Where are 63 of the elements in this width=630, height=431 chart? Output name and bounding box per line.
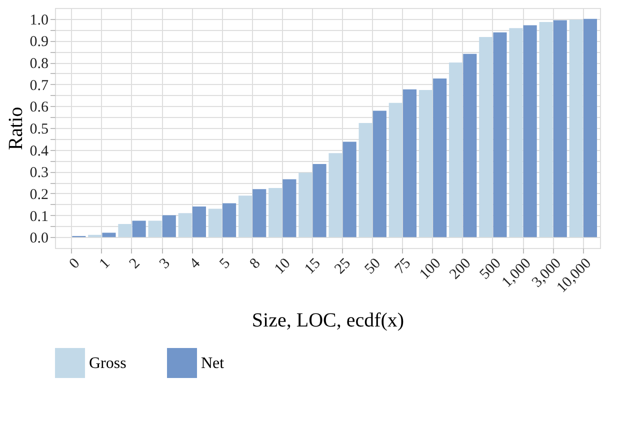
x-tick-label: 5: [216, 256, 234, 272]
bar: [418, 90, 432, 238]
bar: [312, 164, 326, 238]
bar: [433, 78, 447, 238]
x-tick-label: 15: [302, 256, 324, 278]
y-tick-label: 0.8: [30, 56, 48, 72]
bar: [493, 32, 507, 238]
x-axis-title: Size, LOC, ecdf(x): [252, 309, 404, 332]
bar: [298, 172, 312, 238]
legend-label: Gross: [89, 355, 126, 372]
bar: [509, 28, 523, 238]
bar: [463, 54, 477, 238]
bar: [282, 179, 296, 238]
bar: [148, 220, 162, 238]
x-tick-label: 0: [66, 256, 84, 272]
bar: [523, 25, 537, 238]
bar: [328, 153, 342, 238]
x-tick-label: 10: [272, 256, 294, 278]
bar: [553, 20, 567, 238]
bar: [88, 234, 102, 238]
bar: [402, 89, 417, 238]
bar: [583, 18, 597, 238]
bar: [539, 22, 553, 238]
x-tick-label: 1: [96, 256, 114, 272]
y-tick-label: 0.4: [30, 143, 49, 160]
legend-label: Net: [201, 355, 225, 372]
y-tick-label: 0.3: [30, 165, 48, 182]
bar: [132, 220, 146, 238]
bar: [178, 213, 192, 238]
x-tick-label: 100: [416, 256, 444, 283]
y-tick-label: 0.0: [30, 230, 48, 247]
bar: [102, 232, 116, 238]
x-tick-label: 25: [332, 256, 354, 278]
bar: [388, 102, 402, 238]
x-tick-label: 75: [392, 256, 414, 278]
bar: [238, 196, 252, 238]
y-tick-label: 1.0: [30, 12, 48, 28]
bar: [569, 20, 583, 238]
x-tick-label: 200: [446, 256, 474, 283]
y-tick-label: 0.1: [30, 208, 48, 225]
bar: [358, 122, 372, 238]
bar: [268, 188, 282, 238]
y-tick-label: 0.9: [30, 34, 48, 50]
bar: [479, 37, 493, 238]
x-tick-label: 3: [156, 256, 174, 272]
x-tick-label: 4: [186, 255, 204, 272]
bar: [222, 203, 236, 238]
x-tick-label: 50: [362, 256, 384, 278]
x-tick-label: 8: [247, 256, 264, 272]
y-tick-label: 0.5: [30, 122, 48, 138]
y-tick-label: 0.7: [30, 78, 49, 94]
bar: [192, 206, 206, 238]
bar: [118, 224, 132, 238]
y-tick-label: 0.2: [30, 186, 48, 203]
bar: [449, 62, 463, 238]
bar: [208, 208, 222, 238]
y-tick-label: 0.6: [30, 100, 49, 116]
y-axis-title: Ratio: [4, 106, 27, 150]
bar: [372, 110, 386, 238]
bar: [342, 142, 356, 238]
x-tick-label: 2: [126, 256, 144, 272]
bar: [162, 215, 176, 238]
bar: [252, 189, 266, 238]
